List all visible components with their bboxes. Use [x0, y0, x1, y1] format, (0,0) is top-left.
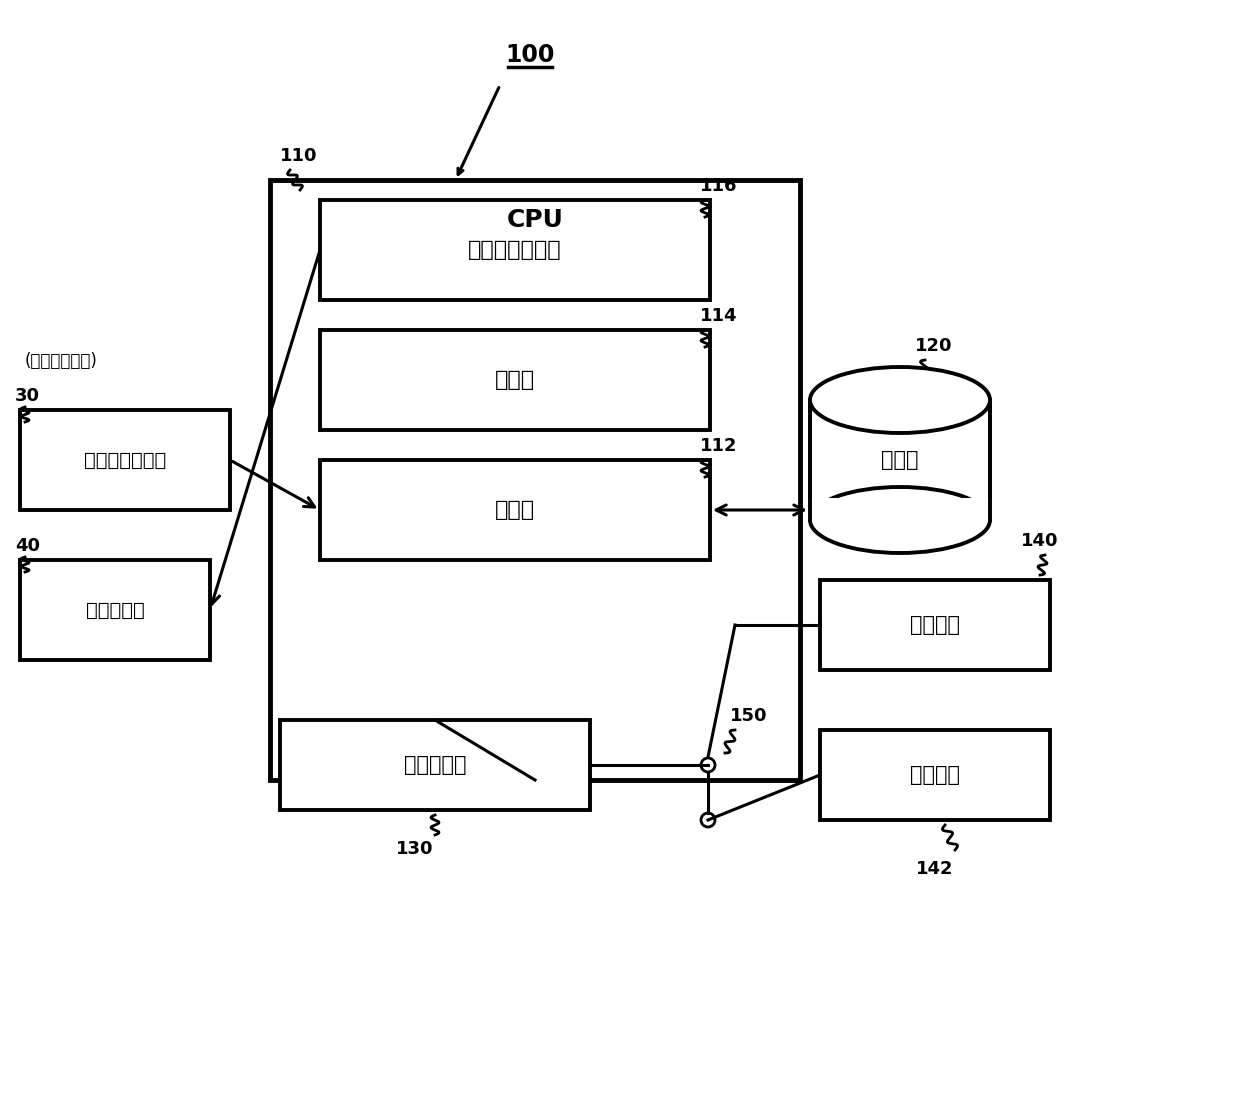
Text: 吴具驱动部: 吴具驱动部 [86, 600, 144, 620]
Text: 140: 140 [1022, 532, 1059, 550]
Ellipse shape [810, 487, 990, 553]
Text: 100: 100 [506, 43, 554, 67]
Text: 应急电源: 应急电源 [910, 765, 960, 785]
Bar [810, 400, 990, 520]
Text: CPU: CPU [507, 208, 563, 232]
Bar [320, 460, 711, 560]
Bar [280, 720, 590, 810]
Text: 算出部: 算出部 [495, 500, 536, 520]
Text: (加速度、位移): (加速度、位移) [25, 352, 98, 371]
Bar [270, 180, 800, 780]
Bar [320, 330, 711, 430]
Text: 判定部: 判定部 [495, 371, 536, 390]
Text: 150: 150 [730, 707, 768, 725]
Text: 30: 30 [15, 387, 40, 406]
Text: 存储部: 存储部 [882, 450, 919, 470]
Text: 指令信号发送部: 指令信号发送部 [469, 240, 562, 260]
Text: 120: 120 [915, 337, 952, 355]
Text: 40: 40 [15, 537, 40, 555]
Text: 114: 114 [701, 307, 738, 325]
Bar [820, 730, 1050, 820]
Bar [320, 200, 711, 299]
Text: 110: 110 [280, 146, 317, 165]
Text: 116: 116 [701, 177, 738, 195]
Text: 142: 142 [916, 860, 954, 878]
Bar [805, 498, 994, 520]
Text: 电力接受部: 电力接受部 [404, 755, 466, 775]
Text: 112: 112 [701, 437, 738, 455]
Bar [20, 410, 229, 510]
Bar [20, 560, 210, 660]
Text: 振动检测传感器: 振动检测传感器 [84, 450, 166, 470]
Bar [820, 580, 1050, 670]
Ellipse shape [810, 367, 990, 433]
Text: 普通电源: 普通电源 [910, 615, 960, 635]
Text: 130: 130 [397, 841, 434, 858]
